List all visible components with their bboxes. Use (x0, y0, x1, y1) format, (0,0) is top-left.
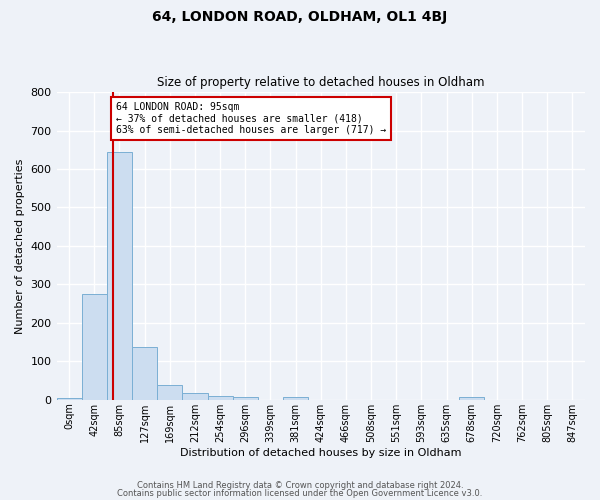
Text: Contains public sector information licensed under the Open Government Licence v3: Contains public sector information licen… (118, 488, 482, 498)
Title: Size of property relative to detached houses in Oldham: Size of property relative to detached ho… (157, 76, 485, 90)
Bar (157, 385, 182, 400)
Bar (208, 396, 233, 400)
Bar (107, 152, 132, 400)
Bar (233, 396, 258, 400)
Text: Contains HM Land Registry data © Crown copyright and database right 2024.: Contains HM Land Registry data © Crown c… (137, 481, 463, 490)
Bar (132, 346, 157, 400)
X-axis label: Distribution of detached houses by size in Oldham: Distribution of detached houses by size … (180, 448, 461, 458)
Bar (182, 393, 208, 400)
Bar (459, 397, 484, 400)
Y-axis label: Number of detached properties: Number of detached properties (15, 158, 25, 334)
Bar (56, 398, 82, 400)
Bar (82, 294, 107, 400)
Text: 64 LONDON ROAD: 95sqm
← 37% of detached houses are smaller (418)
63% of semi-det: 64 LONDON ROAD: 95sqm ← 37% of detached … (116, 102, 386, 135)
Bar (283, 396, 308, 400)
Text: 64, LONDON ROAD, OLDHAM, OL1 4BJ: 64, LONDON ROAD, OLDHAM, OL1 4BJ (152, 10, 448, 24)
